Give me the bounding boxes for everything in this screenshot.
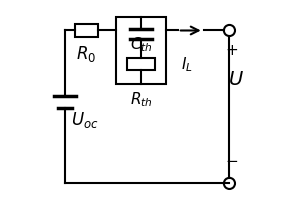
- Text: $-$: $-$: [225, 152, 238, 167]
- Bar: [127, 58, 155, 70]
- Text: $U_{oc}$: $U_{oc}$: [71, 110, 98, 130]
- Text: $U$: $U$: [228, 71, 244, 89]
- Bar: [116, 17, 166, 84]
- Text: $C_{th}$: $C_{th}$: [130, 35, 152, 54]
- Text: $R_{th}$: $R_{th}$: [130, 91, 152, 109]
- Bar: [74, 24, 98, 37]
- Text: $I_L$: $I_L$: [181, 55, 193, 74]
- Text: $R_0$: $R_0$: [76, 44, 97, 64]
- Text: $+$: $+$: [225, 43, 238, 58]
